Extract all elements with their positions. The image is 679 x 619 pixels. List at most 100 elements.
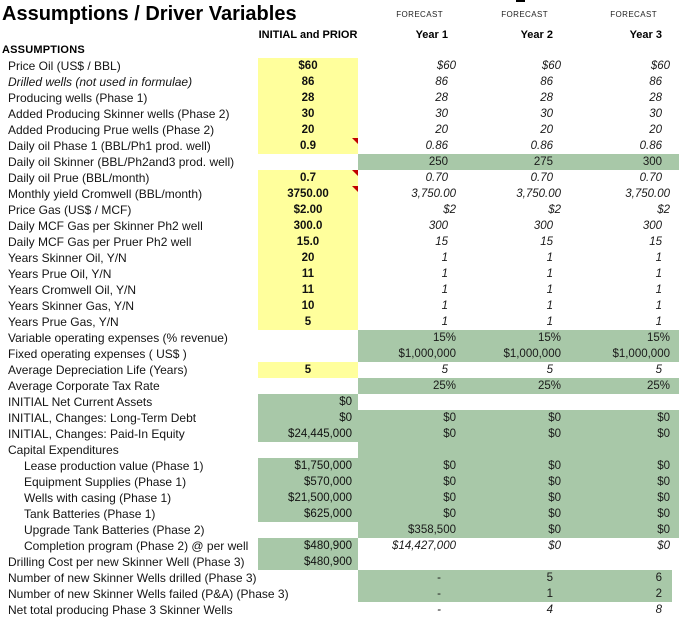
row-label[interactable]: Upgrade Tank Batteries (Phase 2) — [24, 523, 205, 537]
forecast-cell-year2[interactable]: $0 — [465, 458, 570, 474]
row-label[interactable]: Producing wells (Phase 1) — [8, 91, 148, 105]
initial-cell[interactable]: 15.0 — [258, 234, 358, 250]
initial-cell[interactable]: 10 — [258, 298, 358, 314]
forecast-cell-year1[interactable]: - — [358, 586, 465, 602]
forecast-cell-year1[interactable]: 0.70 — [425, 172, 448, 184]
row-label[interactable]: Monthly yield Cromwell (BBL/month) — [8, 187, 203, 201]
forecast-cell-year3[interactable]: 3,750.00 — [625, 188, 670, 200]
forecast-cell-year3[interactable]: 0.70 — [639, 172, 662, 184]
forecast-cell-year1[interactable]: 15% — [358, 330, 465, 346]
forecast-cell-year1[interactable]: 1 — [441, 252, 448, 264]
forecast-cell-year2[interactable]: 20 — [540, 124, 553, 136]
initial-cell[interactable] — [258, 154, 358, 170]
initial-cell[interactable] — [258, 586, 358, 602]
forecast-cell-year1[interactable]: $0 — [358, 506, 465, 522]
forecast-cell-year1[interactable]: 86 — [435, 76, 448, 88]
initial-cell[interactable]: 3750.00 — [258, 186, 358, 202]
forecast-cell-year1[interactable]: $0 — [358, 474, 465, 490]
initial-cell[interactable]: $480,900 — [258, 538, 358, 554]
row-label[interactable]: Years Skinner Oil, Y/N — [8, 251, 127, 265]
forecast-cell-year3[interactable]: $0 — [570, 506, 679, 522]
row-label[interactable]: Years Prue Gas, Y/N — [8, 315, 119, 329]
forecast-cell-year2[interactable] — [465, 442, 570, 458]
row-label[interactable]: INITIAL, Changes: Long-Term Debt — [8, 411, 197, 425]
forecast-cell-year2[interactable]: $60 — [541, 60, 561, 72]
forecast-cell-year3[interactable]: 15% — [570, 330, 679, 346]
initial-cell[interactable]: 20 — [258, 250, 358, 266]
forecast-cell-year2[interactable] — [465, 394, 570, 410]
row-label[interactable]: Daily MCF Gas per Pruer Ph2 well — [8, 235, 192, 249]
forecast-cell-year2[interactable]: 25% — [465, 378, 570, 394]
row-label[interactable]: Fixed operating expenses ( US$ ) — [8, 347, 187, 361]
initial-cell[interactable]: 5 — [258, 314, 358, 330]
forecast-cell-year1[interactable]: 25% — [358, 378, 465, 394]
initial-cell[interactable]: 300.0 — [258, 218, 358, 234]
forecast-cell-year1[interactable]: 1 — [441, 268, 448, 280]
forecast-cell-year2[interactable]: 30 — [540, 108, 553, 120]
initial-cell[interactable]: $0 — [258, 410, 358, 426]
initial-cell[interactable]: $480,900 — [258, 554, 358, 570]
forecast-cell-year1[interactable]: $14,427,000 — [392, 540, 456, 552]
initial-cell[interactable]: 0.9 — [258, 138, 358, 154]
initial-cell[interactable] — [258, 522, 358, 538]
initial-cell[interactable]: $625,000 — [258, 506, 358, 522]
forecast-cell-year3[interactable]: 1 — [655, 268, 662, 280]
forecast-cell-year3[interactable]: 300 — [570, 154, 679, 170]
forecast-cell-year1[interactable]: $60 — [436, 60, 456, 72]
forecast-cell-year1[interactable]: 30 — [435, 108, 448, 120]
row-label[interactable]: Variable operating expenses (% revenue) — [8, 331, 228, 345]
forecast-cell-year2[interactable]: 15 — [540, 236, 553, 248]
row-label[interactable]: Average Corporate Tax Rate — [8, 379, 160, 393]
row-label[interactable]: Daily MCF Gas per Skinner Ph2 well — [8, 219, 203, 233]
forecast-cell-year3[interactable]: 1 — [655, 316, 662, 328]
forecast-cell-year1[interactable] — [358, 394, 465, 410]
forecast-cell-year3[interactable]: 1 — [655, 252, 662, 264]
row-label[interactable]: Drilling Cost per new Skinner Well (Phas… — [8, 555, 245, 569]
forecast-cell-year3[interactable]: 0.86 — [639, 140, 662, 152]
forecast-cell-year1[interactable]: $358,500 — [358, 522, 465, 538]
row-label[interactable]: Added Producing Skinner wells (Phase 2) — [8, 107, 230, 121]
forecast-cell-year1[interactable]: $0 — [358, 410, 465, 426]
forecast-cell-year3[interactable]: 86 — [649, 76, 662, 88]
forecast-cell-year2[interactable]: 0.86 — [530, 140, 553, 152]
forecast-cell-year1[interactable]: $0 — [358, 490, 465, 506]
row-label[interactable]: Price Gas (US$ / MCF) — [8, 203, 132, 217]
forecast-cell-year1[interactable]: 15 — [435, 236, 448, 248]
initial-cell[interactable]: 5 — [258, 362, 358, 378]
forecast-cell-year1[interactable]: - — [437, 604, 441, 616]
forecast-cell-year1[interactable] — [358, 554, 465, 570]
forecast-cell-year2[interactable]: 1 — [546, 284, 553, 296]
initial-cell[interactable] — [258, 602, 358, 618]
forecast-cell-year2[interactable]: 4 — [546, 604, 553, 616]
initial-cell[interactable]: $1,750,000 — [258, 458, 358, 474]
forecast-cell-year2[interactable]: $0 — [465, 410, 570, 426]
initial-cell[interactable]: 11 — [258, 282, 358, 298]
forecast-cell-year3[interactable] — [570, 442, 679, 458]
row-label[interactable]: Completion program (Phase 2) @ per well — [24, 539, 249, 553]
forecast-cell-year3[interactable]: 8 — [655, 604, 662, 616]
forecast-cell-year3[interactable] — [570, 394, 679, 410]
forecast-cell-year1[interactable]: 250 — [358, 154, 465, 170]
initial-cell[interactable]: $21,500,000 — [258, 490, 358, 506]
initial-cell[interactable]: $570,000 — [258, 474, 358, 490]
forecast-cell-year2[interactable]: 15% — [465, 330, 570, 346]
initial-cell[interactable]: 0.7 — [258, 170, 358, 186]
row-label[interactable]: Years Prue Oil, Y/N — [8, 267, 112, 281]
forecast-cell-year1[interactable] — [358, 442, 465, 458]
forecast-cell-year2[interactable]: 300 — [533, 220, 553, 232]
initial-cell[interactable] — [258, 442, 358, 458]
forecast-cell-year2[interactable]: 1 — [546, 300, 553, 312]
initial-cell[interactable]: $0 — [258, 394, 358, 410]
row-label[interactable]: Number of new Skinner Wells drilled (Pha… — [8, 571, 257, 585]
forecast-cell-year2[interactable]: 5 — [546, 364, 553, 376]
row-label[interactable]: Drilled wells (not used in formulae) — [8, 75, 193, 89]
forecast-cell-year1[interactable]: 28 — [435, 92, 448, 104]
forecast-cell-year3[interactable]: 300 — [642, 220, 662, 232]
initial-cell[interactable] — [258, 570, 358, 586]
forecast-cell-year3[interactable]: $0 — [570, 410, 679, 426]
forecast-cell-year2[interactable] — [465, 554, 570, 570]
forecast-cell-year2[interactable]: 1 — [546, 316, 553, 328]
forecast-cell-year2[interactable]: 1 — [546, 268, 553, 280]
forecast-cell-year2[interactable]: 0.70 — [530, 172, 553, 184]
row-label[interactable]: INITIAL, Changes: Paid-In Equity — [8, 427, 185, 441]
